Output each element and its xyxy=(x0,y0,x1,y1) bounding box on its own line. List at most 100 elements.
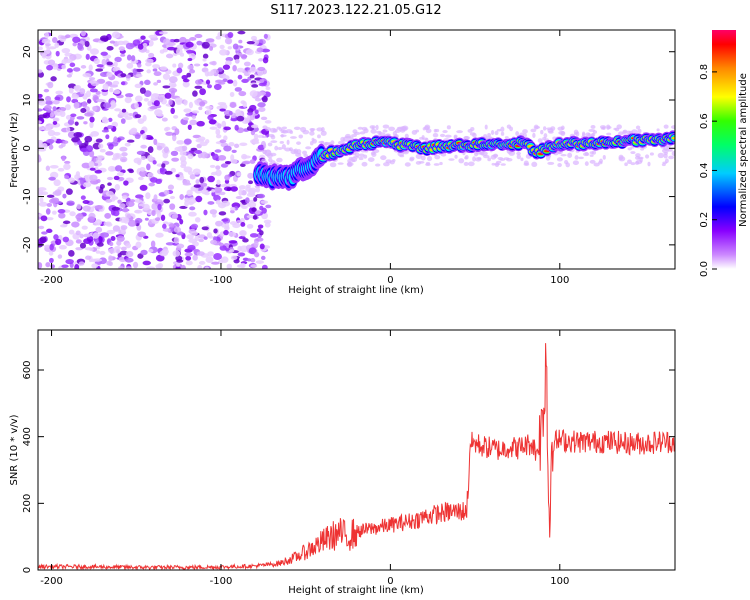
heatmap-cell xyxy=(159,97,164,103)
heatmap-cell xyxy=(602,126,606,129)
heatmap-cell xyxy=(176,48,183,55)
heatmap-cell xyxy=(163,199,170,204)
heatmap-cell xyxy=(174,237,180,244)
heatmap-cell xyxy=(117,200,121,204)
heatmap-cell xyxy=(187,65,193,70)
heatmap-cell xyxy=(216,134,221,138)
heatmap-cell xyxy=(664,124,669,128)
heatmap-cell xyxy=(113,210,120,216)
heatmap-cell xyxy=(188,171,193,175)
heatmap-cell xyxy=(238,189,242,196)
heatmap-cell xyxy=(223,127,231,131)
heatmap-cell xyxy=(219,45,224,49)
heatmap-cell xyxy=(149,106,157,109)
heatmap-cell xyxy=(95,219,102,225)
heatmap-cell xyxy=(236,116,244,122)
heatmap-cell xyxy=(126,251,134,257)
heatmap-cell xyxy=(80,108,86,113)
bottom-y-axis-label: SNR (10 * v/v) xyxy=(9,414,20,485)
heatmap-cell xyxy=(567,153,572,158)
heatmap-cell xyxy=(72,37,80,43)
heatmap-cell xyxy=(603,155,606,160)
heatmap-cell xyxy=(247,112,253,116)
heatmap-cell xyxy=(131,55,135,61)
heatmap-cell xyxy=(141,156,146,160)
heatmap-cell xyxy=(159,251,168,257)
heatmap-cell xyxy=(138,44,144,50)
heatmap-cell xyxy=(63,237,69,243)
heatmap-cell xyxy=(599,159,603,163)
heatmap-cell xyxy=(318,141,323,143)
heatmap-cell xyxy=(557,163,562,167)
heatmap-cell xyxy=(538,138,543,143)
heatmap-cell xyxy=(210,126,218,129)
heatmap-cell xyxy=(125,143,131,147)
heatmap-cell xyxy=(247,258,251,261)
heatmap-cell xyxy=(135,210,141,214)
heatmap-cell xyxy=(173,250,181,256)
heatmap-cell xyxy=(207,232,212,237)
heatmap-cell xyxy=(501,163,506,166)
heatmap-cell xyxy=(81,31,86,37)
heatmap-cell xyxy=(192,90,198,96)
heatmap-cell xyxy=(210,70,214,76)
heatmap-cell xyxy=(171,90,175,97)
heatmap-cell xyxy=(191,224,198,229)
heatmap-cell xyxy=(241,79,249,83)
heatmap-cell xyxy=(89,175,97,181)
heatmap-cell xyxy=(61,65,66,70)
heatmap-cell xyxy=(254,134,259,140)
heatmap-cell xyxy=(46,166,50,171)
heatmap-cell xyxy=(66,188,73,195)
heatmap-cell xyxy=(227,79,233,83)
heatmap-cell xyxy=(109,88,113,93)
heatmap-cell xyxy=(237,68,245,73)
heatmap-cell xyxy=(82,73,91,77)
heatmap-cell xyxy=(157,146,163,151)
heatmap-cell xyxy=(470,132,476,136)
heatmap-cell xyxy=(375,164,380,167)
heatmap-cell xyxy=(169,76,178,83)
heatmap-cell xyxy=(62,140,68,143)
heatmap-cell xyxy=(157,204,161,211)
heatmap-cell xyxy=(169,223,175,227)
heatmap-cell xyxy=(456,130,463,133)
heatmap-cell xyxy=(531,162,537,167)
heatmap-cell xyxy=(119,46,125,51)
heatmap-cell xyxy=(107,177,113,180)
heatmap-cell xyxy=(79,261,85,265)
heatmap-cell xyxy=(237,31,245,35)
heatmap-cell xyxy=(188,202,193,206)
heatmap-cell xyxy=(89,77,95,80)
heatmap-cell xyxy=(415,129,419,132)
heatmap-cell xyxy=(55,91,63,95)
heatmap-cell xyxy=(76,171,80,176)
heatmap-cell xyxy=(217,123,221,128)
heatmap-cell xyxy=(137,231,146,237)
heatmap-cell xyxy=(258,58,263,61)
heatmap-cell xyxy=(75,214,83,220)
heatmap-cell xyxy=(250,264,257,268)
heatmap-cell xyxy=(38,187,47,191)
heatmap-cell xyxy=(298,134,303,138)
heatmap-cell xyxy=(195,79,202,84)
heatmap-cell xyxy=(147,137,154,140)
heatmap-cell xyxy=(250,90,258,97)
heatmap-cell xyxy=(59,245,67,250)
heatmap-cell xyxy=(134,102,139,108)
heatmap-cell xyxy=(230,207,236,211)
heatmap-cell xyxy=(207,251,214,256)
heatmap-cell xyxy=(106,191,114,197)
top-y-tick-label: 0 xyxy=(22,145,33,151)
heatmap-cell xyxy=(395,129,401,133)
heatmap-cell xyxy=(439,162,442,165)
heatmap-cell xyxy=(192,110,199,113)
heatmap-cell xyxy=(230,102,236,108)
heatmap-cell xyxy=(114,176,120,180)
heatmap-cell xyxy=(185,42,193,48)
heatmap-cell xyxy=(454,155,457,159)
heatmap-cell xyxy=(500,127,504,132)
heatmap-cell xyxy=(312,138,315,142)
heatmap-cell xyxy=(122,109,126,113)
